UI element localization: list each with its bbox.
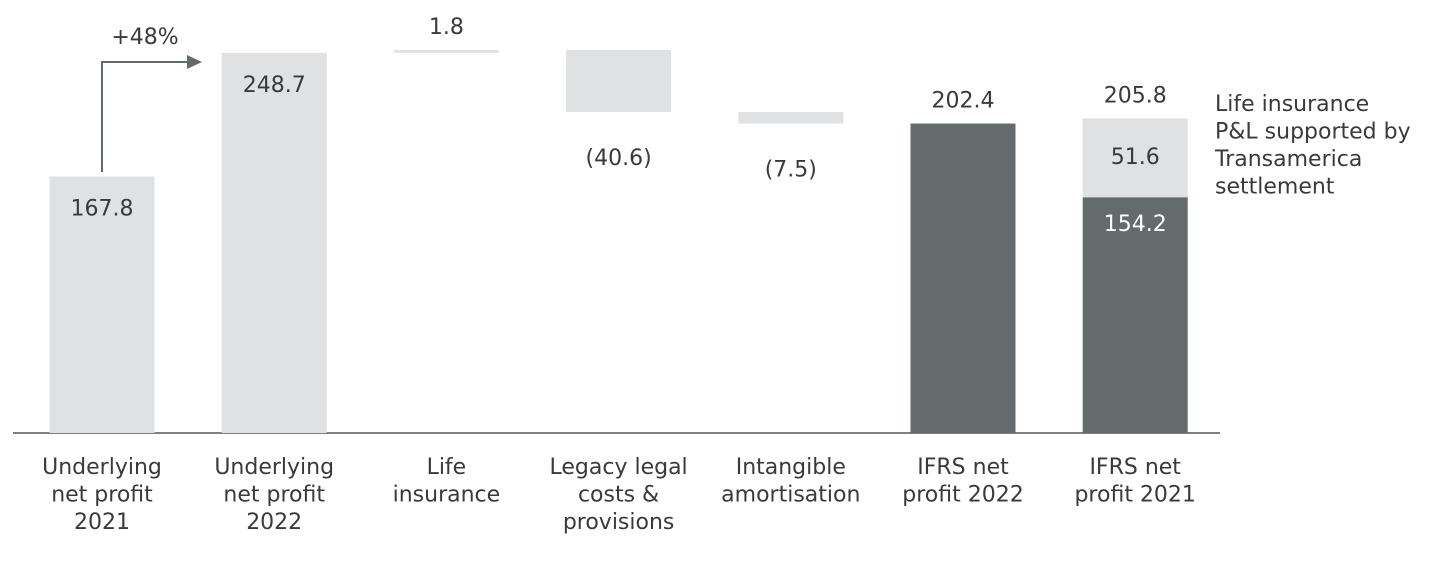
value-label: 167.8 [71, 196, 134, 221]
text-line: Underlying [214, 455, 334, 480]
stack-segment [1082, 118, 1188, 198]
text-line: net profit [51, 483, 153, 508]
text-line: profit 2022 [902, 483, 1023, 508]
value-label: 202.4 [932, 89, 995, 114]
text-line: IFRS net [1089, 455, 1181, 480]
growth-arrow [101, 61, 188, 172]
text-line: provisions [563, 510, 675, 535]
text-line: settlement [1215, 175, 1335, 200]
x-tick-label: IFRS net profit 2022 [902, 455, 1023, 508]
text-line: IFRS net [917, 455, 1009, 480]
text-line: 2021 [74, 510, 130, 535]
text-line: Underlying [42, 455, 162, 480]
x-tick-label: Intangible amortisation [721, 455, 860, 508]
value-label: 248.7 [243, 73, 306, 98]
value-label: (40.6) [586, 146, 652, 171]
bar [738, 112, 844, 124]
value-label: 1.8 [429, 15, 464, 40]
bar [49, 176, 155, 433]
text-line: amortisation [721, 483, 860, 508]
bar [393, 50, 499, 53]
growth-arrow-head [187, 55, 202, 69]
x-tick-label: IFRS net profit 2021 [1074, 455, 1195, 508]
bar [566, 50, 672, 113]
total-label: 205.8 [1104, 83, 1167, 108]
x-tick-label: Underlying net profit 2022 [214, 455, 334, 535]
growth-annotation: +48% [111, 25, 178, 50]
value-label: (7.5) [765, 158, 817, 183]
text-line: net profit [223, 483, 325, 508]
x-tick-label: Legacy legal costs & provisions [550, 455, 688, 535]
x-tick-label: Underlying net profit 2021 [42, 455, 162, 535]
stack-segment [1082, 197, 1188, 433]
stack-note: Life insurance P&L supported by Transameri… [1214, 92, 1411, 200]
text-line: costs & [578, 483, 659, 508]
segment-label: 51.6 [1111, 145, 1160, 170]
text-line: Intangible [736, 455, 846, 480]
text-line: Legacy legal [550, 455, 688, 480]
text-line: insurance [393, 483, 501, 508]
bar [910, 123, 1016, 433]
segment-label: 154.2 [1104, 212, 1167, 237]
text-line: Life [427, 455, 467, 480]
bar [221, 52, 327, 433]
text-line: profit 2021 [1074, 483, 1195, 508]
x-tick-label: Life insurance [393, 455, 501, 508]
text-line: 2022 [246, 510, 302, 535]
text-line: Life insurance [1215, 92, 1369, 117]
text-line: Transamerica [1214, 147, 1362, 172]
text-line: P&L supported by [1215, 120, 1411, 145]
